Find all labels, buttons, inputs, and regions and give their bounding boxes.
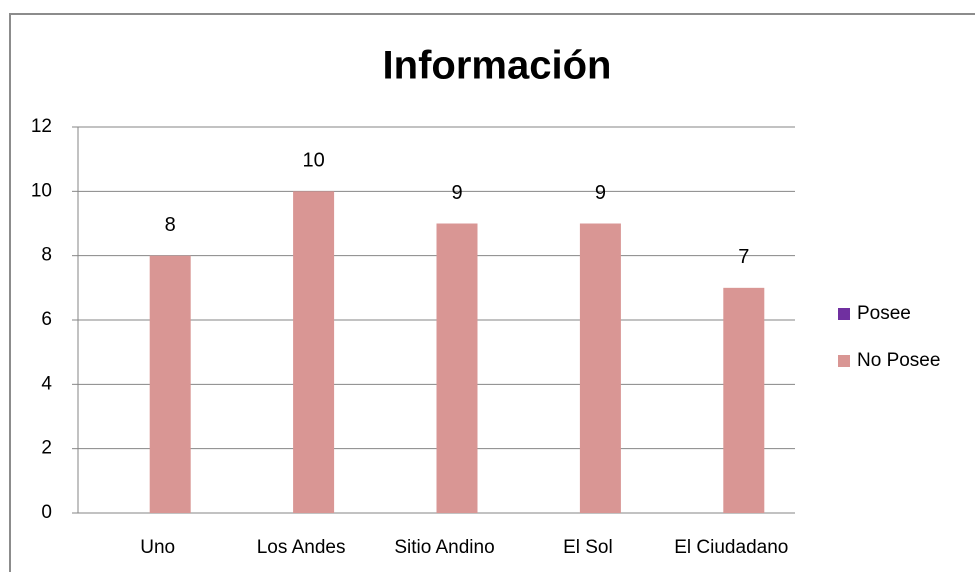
legend-swatch	[838, 355, 850, 367]
legend-label: Posee	[857, 303, 911, 324]
data-label: 10	[302, 150, 324, 172]
bar	[293, 191, 335, 514]
y-tick-label: 8	[41, 245, 52, 266]
data-label: 9	[595, 182, 606, 204]
bar	[149, 255, 191, 513]
y-tick-label: 10	[31, 180, 52, 201]
legend-label: No Posee	[857, 350, 940, 371]
data-label: 9	[451, 182, 462, 204]
y-tick-label: 4	[41, 373, 52, 394]
x-tick-label: Los Andes	[257, 537, 346, 558]
x-tick-label: Sitio Andino	[394, 537, 494, 558]
data-label: 7	[738, 246, 749, 268]
chart-title: Información	[383, 44, 612, 88]
x-tick-label: El Ciudadano	[674, 537, 788, 558]
legend-swatch	[838, 308, 850, 320]
y-tick-label: 6	[41, 309, 52, 330]
bar	[436, 223, 478, 513]
bar	[579, 223, 621, 513]
bar	[723, 287, 765, 513]
data-label: 8	[165, 214, 176, 236]
y-tick-label: 0	[41, 502, 52, 523]
y-tick-label: 12	[31, 116, 52, 137]
x-tick-label: El Sol	[563, 537, 613, 558]
x-tick-label: Uno	[140, 537, 175, 558]
y-tick-label: 2	[41, 438, 52, 459]
